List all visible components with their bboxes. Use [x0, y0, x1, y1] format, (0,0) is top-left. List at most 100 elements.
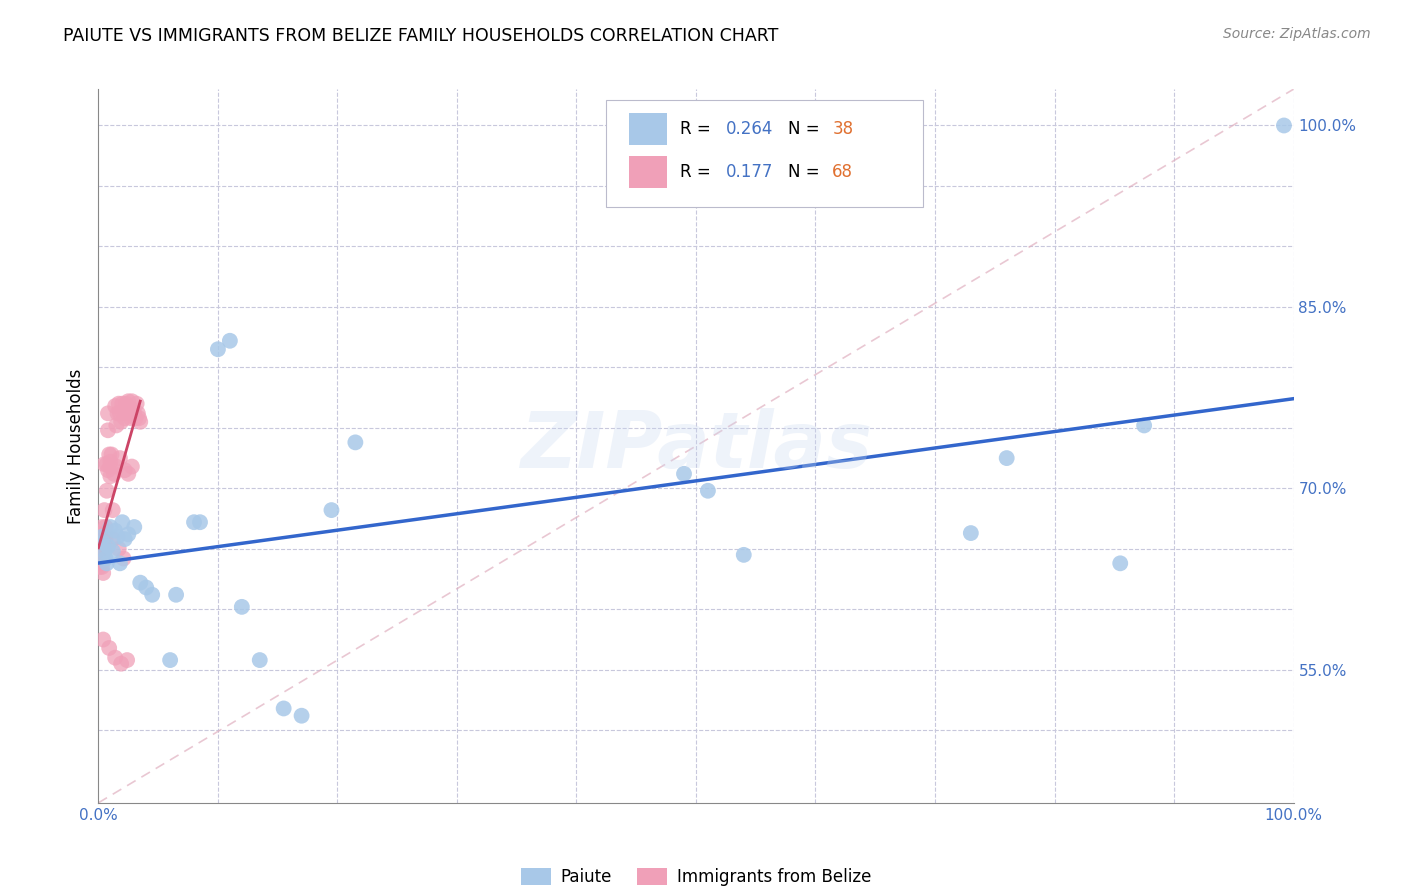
Point: [108, 451, 131, 466]
FancyBboxPatch shape: [628, 156, 668, 187]
Text: Source: ZipAtlas.com: Source: ZipAtlas.com: [1223, 27, 1371, 41]
Point: [111, 397, 134, 411]
Point: [98, 469, 122, 483]
Point: [94, 540, 117, 554]
Point: [129, 575, 152, 590]
Point: [219, 334, 242, 348]
Point: [89, 560, 111, 574]
Point: [231, 599, 253, 614]
Point: [103, 467, 125, 481]
Point: [107, 406, 129, 420]
Point: [124, 520, 146, 534]
Point: [165, 588, 187, 602]
Point: [91, 535, 114, 549]
Point: [94, 532, 117, 546]
Point: [101, 532, 124, 546]
Point: [98, 640, 121, 655]
Point: [101, 544, 124, 558]
Text: 68: 68: [832, 162, 853, 181]
Text: 0.264: 0.264: [725, 120, 773, 138]
Point: [96, 483, 118, 498]
Point: [117, 394, 139, 409]
Point: [87, 544, 110, 558]
Text: R =: R =: [681, 120, 717, 138]
Point: [960, 526, 983, 541]
Point: [121, 459, 143, 474]
Point: [321, 503, 343, 517]
Point: [93, 544, 115, 558]
Point: [94, 551, 117, 566]
Point: [112, 406, 135, 420]
Point: [87, 532, 110, 546]
Point: [124, 411, 146, 425]
Text: R =: R =: [681, 162, 717, 181]
Point: [93, 530, 115, 544]
Point: [273, 701, 295, 715]
Point: [249, 653, 271, 667]
Point: [107, 530, 129, 544]
Point: [114, 463, 136, 477]
Point: [91, 554, 114, 568]
Point: [104, 650, 127, 665]
Point: [141, 588, 163, 602]
Point: [188, 515, 211, 529]
Point: [115, 402, 138, 417]
Point: [94, 520, 117, 534]
Point: [1109, 557, 1132, 571]
Point: [90, 541, 112, 556]
Text: ZIPatlas: ZIPatlas: [520, 408, 872, 484]
Point: [104, 399, 127, 413]
Legend: Paiute, Immigrants from Belize: Paiute, Immigrants from Belize: [515, 861, 877, 892]
Point: [112, 551, 135, 566]
Point: [97, 406, 120, 420]
Point: [100, 447, 122, 461]
Point: [91, 530, 114, 544]
Point: [107, 541, 129, 556]
Point: [697, 483, 720, 498]
Point: [115, 397, 138, 411]
Point: [108, 557, 131, 571]
Point: [1133, 418, 1156, 433]
Point: [104, 524, 127, 538]
Point: [120, 411, 142, 425]
Text: PAIUTE VS IMMIGRANTS FROM BELIZE FAMILY HOUSEHOLDS CORRELATION CHART: PAIUTE VS IMMIGRANTS FROM BELIZE FAMILY …: [63, 27, 779, 45]
Point: [93, 503, 115, 517]
Point: [98, 447, 121, 461]
Point: [97, 540, 120, 554]
Point: [344, 435, 367, 450]
Point: [90, 527, 112, 541]
Point: [91, 548, 114, 562]
Text: N =: N =: [787, 162, 825, 181]
Point: [89, 551, 111, 566]
Point: [183, 515, 205, 529]
Point: [91, 560, 114, 574]
Point: [111, 515, 134, 529]
Point: [117, 527, 139, 541]
Point: [115, 653, 138, 667]
Point: [733, 548, 755, 562]
Point: [91, 566, 114, 580]
Point: [91, 520, 114, 534]
Point: [98, 459, 122, 474]
Point: [114, 411, 136, 425]
FancyBboxPatch shape: [606, 100, 922, 207]
Text: N =: N =: [787, 120, 825, 138]
Point: [127, 406, 149, 420]
Text: 0.177: 0.177: [725, 162, 773, 181]
Point: [124, 406, 146, 420]
Point: [96, 557, 118, 571]
Point: [91, 632, 114, 647]
Point: [98, 520, 122, 534]
Point: [110, 415, 132, 429]
Text: 38: 38: [832, 120, 853, 138]
Point: [129, 415, 152, 429]
Point: [159, 653, 181, 667]
Point: [89, 535, 111, 549]
Point: [122, 402, 145, 417]
Point: [107, 397, 129, 411]
Point: [91, 544, 114, 558]
Point: [207, 343, 229, 357]
Point: [97, 463, 120, 477]
Y-axis label: Family Households: Family Households: [66, 368, 84, 524]
Point: [121, 394, 143, 409]
